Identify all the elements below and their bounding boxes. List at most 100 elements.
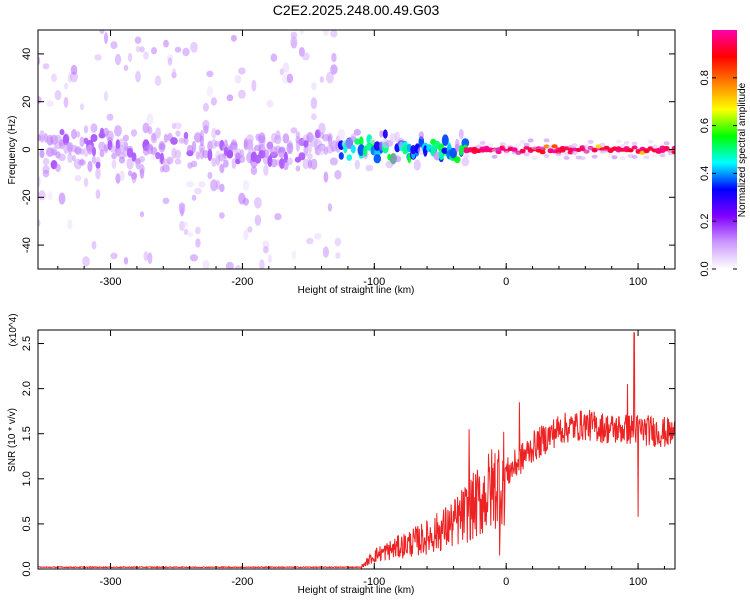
heatmap-cell — [226, 94, 234, 102]
heatmap-cell — [131, 173, 137, 184]
heatmap-cell — [82, 256, 90, 267]
heatmap-cell — [330, 64, 338, 75]
heatmap-cell — [146, 113, 154, 125]
heatmap-cell — [543, 138, 550, 143]
heatmap-cell — [311, 113, 317, 121]
colorbar-tick-label: 0.4 — [699, 166, 711, 181]
heatmap-cell — [479, 140, 486, 145]
heatmap-cell — [379, 130, 384, 138]
heatmap-cell — [139, 46, 145, 53]
heatmap-cell — [104, 145, 108, 154]
heatmap-cell — [286, 142, 294, 155]
heatmap-cell — [75, 131, 81, 138]
heatmap-cell — [671, 145, 675, 150]
heatmap-cell — [127, 147, 133, 158]
heatmap-cell — [307, 143, 312, 154]
heatmap-cell — [99, 30, 105, 34]
heatmap-cell — [159, 143, 165, 150]
heatmap-y-ticks: -40 -20 0 20 40 — [21, 48, 675, 253]
heatmap-cell — [91, 240, 97, 250]
heatmap-cell — [290, 31, 298, 39]
heatmap-cell — [238, 155, 246, 163]
heatmap-cell — [531, 156, 538, 160]
heatmap-cell — [174, 149, 182, 159]
heatmap-cell — [393, 155, 402, 163]
heatmap-cell — [651, 153, 658, 158]
heatmap-cell — [155, 127, 161, 139]
heatmap-cell — [58, 192, 66, 205]
heatmap-cell — [70, 71, 78, 83]
heatmap-cell — [311, 82, 317, 91]
snr-y-ticks: 0.0 0.5 1.0 1.5 2.0 2.5 — [21, 336, 675, 577]
heatmap-cell — [413, 159, 421, 171]
snr-x-tick-label: 100 — [629, 576, 647, 588]
heatmap-cell — [262, 155, 269, 165]
heatmap-cell — [495, 150, 502, 155]
heatmap-cell — [290, 36, 298, 49]
heatmap-cell — [183, 131, 189, 140]
heatmap-cell — [174, 122, 182, 130]
heatmap-cell — [226, 149, 234, 159]
heatmap-cell — [219, 183, 225, 193]
snr-y-axis-label: SNR (10 * v/v) — [7, 408, 18, 472]
heatmap-cell — [126, 158, 134, 170]
heatmap-cell — [487, 143, 494, 148]
heatmap-cell — [219, 212, 225, 219]
colorbar-tick-label: 0.2 — [699, 214, 711, 229]
heatmap-cell — [163, 39, 169, 48]
heatmap-cell — [135, 70, 141, 83]
heatmap-cell — [147, 126, 153, 135]
heatmap-cell — [254, 214, 262, 226]
heatmap-cell — [350, 133, 356, 141]
heatmap-cell — [198, 181, 206, 188]
heatmap-cell — [171, 68, 177, 78]
heatmap-x-tick-label: -300 — [100, 276, 122, 288]
heatmap-cell — [51, 149, 57, 156]
heatmap-cell — [251, 79, 257, 92]
heatmap-cell — [242, 197, 249, 206]
heatmap-cell — [323, 171, 329, 183]
heatmap-cell — [47, 191, 53, 201]
heatmap-cell — [270, 158, 278, 168]
heatmap-cell — [79, 158, 85, 165]
heatmap-cell — [135, 45, 141, 53]
heatmap-cell — [463, 154, 470, 159]
heatmap-cell — [62, 134, 70, 146]
heatmap-cell — [441, 134, 449, 146]
heatmap-cell — [206, 70, 214, 78]
heatmap-cell — [42, 169, 50, 178]
heatmap-cell — [327, 203, 332, 212]
heatmap-cell — [331, 52, 337, 63]
snr-y-tick-label: 1.0 — [21, 471, 33, 486]
heatmap-cell — [310, 97, 318, 110]
heatmap-cell — [79, 136, 85, 148]
heatmap-cell — [38, 190, 46, 201]
heatmap-cell — [206, 86, 214, 97]
heatmap-cell — [310, 158, 318, 170]
heatmap-cell — [335, 252, 341, 259]
heatmap-cell — [359, 136, 364, 147]
heatmap-cell — [91, 155, 97, 164]
snr-y-tick-label: 0.5 — [21, 516, 33, 531]
heatmap-cell — [39, 148, 45, 159]
heatmap-cell — [74, 175, 82, 182]
heatmap-cell — [242, 180, 250, 191]
heatmap-cell — [182, 47, 190, 57]
heatmap-cell — [75, 147, 81, 154]
colorbar-tick-label: 0.8 — [699, 70, 711, 85]
snr-y-tick-label: 2.5 — [21, 336, 33, 351]
heatmap-cell — [178, 137, 186, 144]
heatmap-x-tick-label: -200 — [231, 276, 253, 288]
heatmap-cell — [651, 144, 658, 149]
heatmap-cell — [238, 67, 246, 75]
heatmap-cell — [154, 75, 162, 86]
colorbar-ticks: 0.0 0.2 0.4 0.6 0.8 — [699, 70, 737, 277]
heatmap-cell — [334, 170, 342, 180]
heatmap-cell — [286, 157, 293, 166]
heatmap-cell — [458, 128, 464, 140]
heatmap-cell — [619, 156, 626, 161]
heatmap-cell — [87, 160, 93, 173]
heatmap-cell — [258, 132, 266, 144]
heatmap-cell — [267, 254, 272, 264]
heatmap-cell — [190, 160, 198, 168]
